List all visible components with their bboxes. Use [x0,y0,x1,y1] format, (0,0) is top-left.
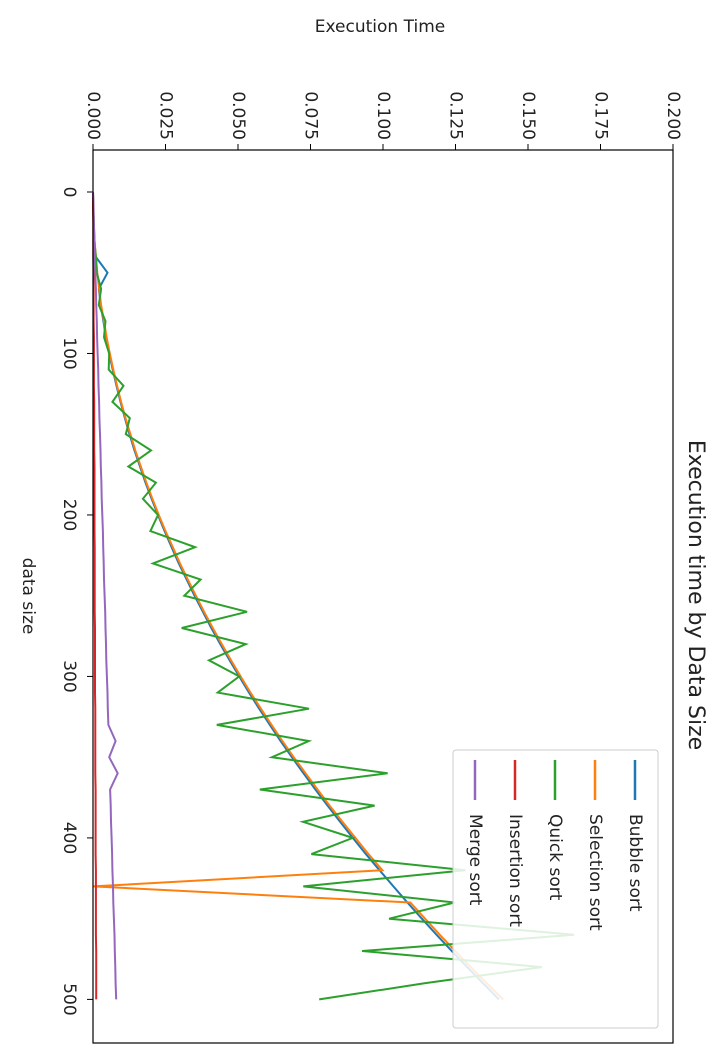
legend-label: Bubble sort [625,814,645,912]
x-tick-label: 300 [59,660,79,692]
y-tick-label: 0.125 [446,91,466,140]
series-line [92,192,98,1000]
y-tick-label: 0.050 [228,91,248,140]
series-line [92,191,575,1001]
y-tick-label: 0.075 [301,91,321,140]
x-tick-label: 400 [59,822,79,854]
y-tick-label: 0.025 [156,91,176,140]
y-tick-label: 0.175 [591,91,611,140]
series-line [92,191,504,1001]
plot-frame [92,149,674,1044]
x-tick-label: 0 [59,187,79,198]
y-tick-label: 0.150 [518,91,538,140]
x-axis-label: data size [18,558,38,635]
legend-label: Insertion sort [505,814,525,927]
chart-title: Execution time by Data Size [683,440,708,750]
x-tick-label: 500 [59,983,79,1015]
y-tick-label: 0.000 [83,91,103,140]
series-line [92,191,119,1000]
y-tick-label: 0.200 [663,91,683,140]
legend-label: Quick sort [545,814,565,901]
y-tick-label: 0.100 [373,91,393,140]
y-axis-label: Execution Time [315,17,445,37]
series-line [92,191,500,1001]
x-tick-label: 200 [59,499,79,531]
legend-box [452,749,659,1029]
legend-label: Merge sort [465,814,485,906]
x-tick-label: 100 [59,337,79,369]
legend-label: Selection sort [585,814,605,931]
